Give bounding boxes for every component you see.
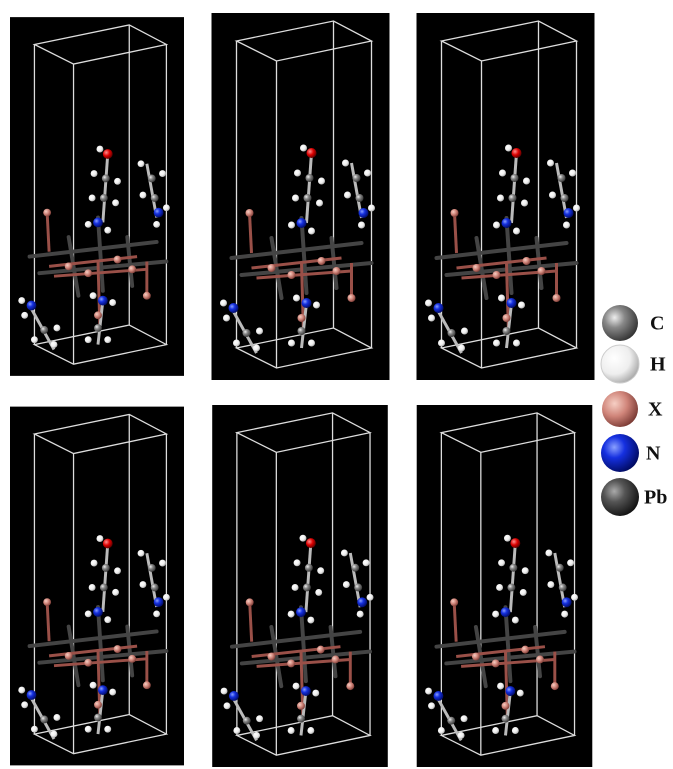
legend-label: Pb xyxy=(644,487,667,509)
legend-swatch xyxy=(601,434,639,472)
structure-panel xyxy=(10,17,184,376)
legend-label: X xyxy=(648,399,663,421)
legend-swatch xyxy=(601,345,639,383)
figure-canvas: C H X N Pb xyxy=(0,0,673,769)
structure-panel xyxy=(417,13,595,380)
legend-swatch xyxy=(602,391,638,427)
legend-label: N xyxy=(646,443,661,465)
figure: C H X N Pb xyxy=(0,0,673,769)
legend-label: C xyxy=(650,313,664,335)
structure-panel xyxy=(417,405,593,767)
legend-swatch xyxy=(601,478,639,516)
structure-panel xyxy=(212,13,390,380)
structure-panel xyxy=(10,407,184,766)
structure-panel xyxy=(212,405,388,767)
legend-label: H xyxy=(650,354,666,376)
legend-swatch xyxy=(602,305,638,341)
